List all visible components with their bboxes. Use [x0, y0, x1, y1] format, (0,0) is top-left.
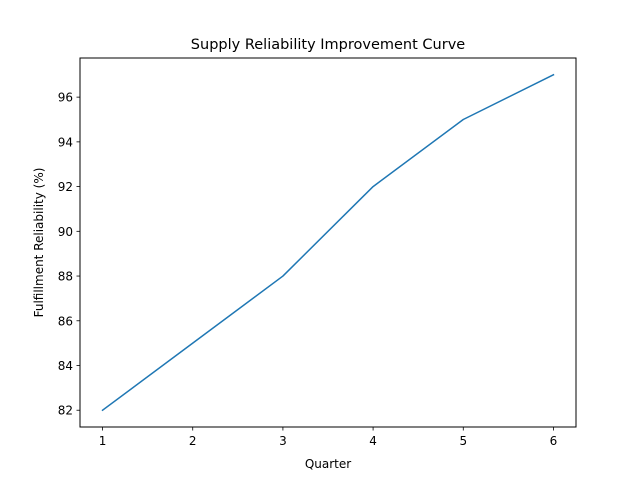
series-layer — [101, 73, 555, 412]
chart-title: Supply Reliability Improvement Curve — [191, 37, 465, 53]
x-axis: 1 2 3 4 5 6 — [99, 427, 558, 448]
x-tick-label: 4 — [369, 434, 377, 448]
plot-area-frame — [79, 57, 577, 428]
y-tick-label: 96 — [58, 91, 73, 105]
x-axis-label: Quarter — [305, 457, 351, 471]
y-tick-label: 86 — [58, 314, 73, 328]
y-tick-label: 94 — [58, 135, 73, 149]
y-tick-label: 90 — [58, 225, 73, 239]
y-axis-label: Fulfillment Reliability (%) — [32, 168, 46, 318]
series-line-0 — [101, 73, 555, 412]
y-tick-label: 84 — [58, 359, 73, 373]
x-tick-label: 1 — [99, 434, 107, 448]
y-tick-label: 88 — [58, 270, 73, 284]
y-tick-label: 92 — [58, 180, 73, 194]
x-tick-label: 3 — [279, 434, 287, 448]
y-axis: 82 84 86 88 90 92 94 96 — [58, 91, 80, 418]
x-tick-label: 5 — [459, 434, 467, 448]
y-tick-label: 82 — [58, 404, 73, 418]
x-tick-label: 6 — [550, 434, 558, 448]
x-tick-label: 2 — [189, 434, 197, 448]
